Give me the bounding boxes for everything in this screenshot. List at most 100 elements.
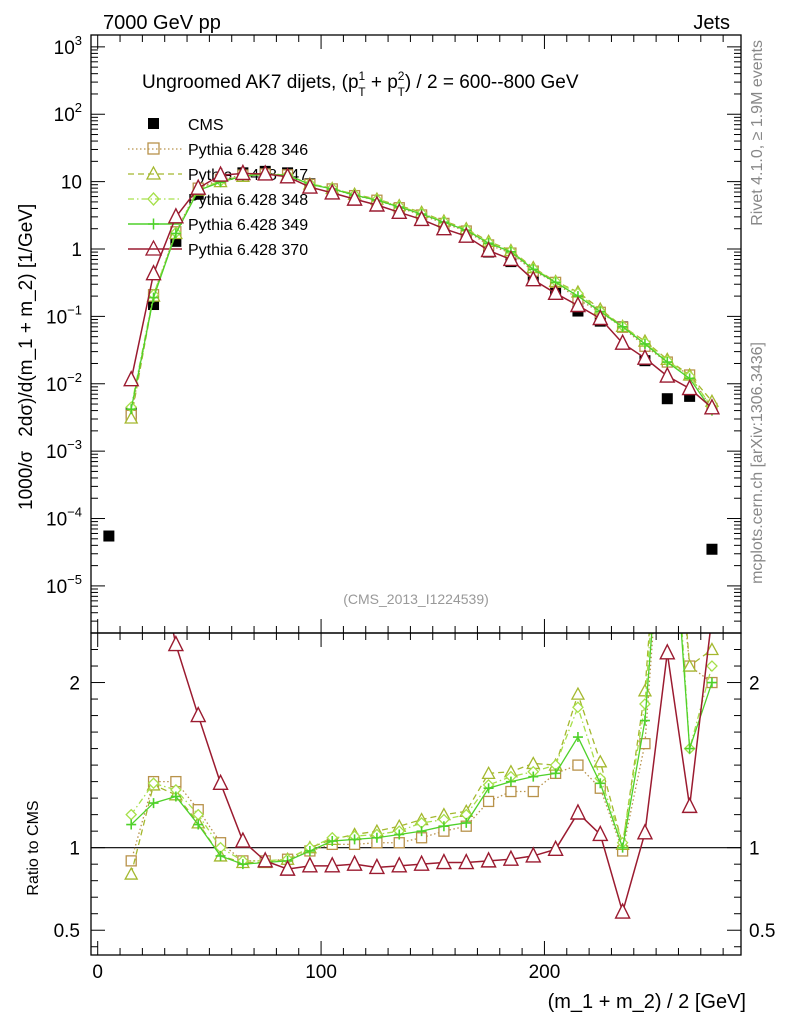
ratio-ylabel: Ratio to CMS [25, 800, 42, 895]
main-point-p370 [547, 283, 564, 301]
ratio-axis-ticks: 0 100 200 0.5 0.5 1 1 2 2 [54, 633, 775, 983]
main-point-p370 [525, 270, 542, 287]
main-title: Ungroomed AK7 dijets, (p1 T + p2 T) / 2 = … [142, 69, 579, 99]
main-point-p370 [324, 183, 341, 200]
main-point-p370 [145, 264, 162, 281]
analysis-id: (CMS_2013_I1224539) [343, 591, 489, 607]
ratio-point-p349 [550, 768, 561, 779]
main-point-p370 [413, 209, 430, 227]
ratio-point-p370 [480, 851, 497, 868]
ratio-series [124, 633, 720, 919]
main-point-p370 [681, 378, 698, 396]
main-point-p349 [148, 292, 159, 303]
ratio-point-p349 [416, 826, 427, 837]
ratio-point-p348 [639, 698, 651, 710]
main-point-p349 [617, 321, 628, 332]
title-sub2: T [397, 85, 405, 99]
ratio-point-p370 [324, 856, 341, 873]
ratio-point-p370 [569, 803, 587, 820]
main-point-p370 [435, 219, 453, 236]
ratio-point-p349 [595, 778, 606, 789]
ratio-point-p346 [527, 785, 539, 798]
ratio-point-p370 [257, 851, 274, 868]
main-ytick-base: 10 [54, 38, 75, 59]
main-ytick-base: 10 [46, 510, 67, 531]
main-ylabel-main: 2dσ)/d(m_1 + m_2) [1/GeV] [16, 204, 37, 437]
ratio-point-p370 [301, 856, 319, 873]
legend-marker-347 [145, 165, 162, 180]
ratio-point-p370 [234, 831, 252, 848]
main-ytick-label: 10−1 [46, 302, 82, 328]
main-point-p370 [234, 163, 252, 181]
main-point-p370 [391, 202, 408, 220]
legend-marker-348 [147, 192, 160, 206]
ratio-point-p349 [639, 715, 650, 726]
ratio-line-p348 [130, 633, 713, 862]
legend-label-cms: CMS [188, 117, 224, 134]
ratio-frame [90, 632, 742, 956]
main-series [103, 163, 721, 555]
ratio-point-p370 [435, 852, 453, 870]
main-point-p370 [190, 178, 207, 195]
ratio-point-p370 [368, 857, 386, 875]
ratio-point-p349 [461, 817, 472, 828]
main-point-p349 [126, 404, 137, 415]
main-point-p349 [662, 357, 673, 368]
ratio-point-p370 [391, 856, 408, 873]
title-part-b: + p [366, 72, 398, 93]
cms-data-point [684, 390, 696, 402]
main-point-p370 [569, 295, 587, 313]
ratio-point-p349 [617, 842, 628, 853]
main-point-p370 [279, 167, 296, 184]
main-point-p370 [636, 348, 654, 365]
ratio-point-p349 [371, 832, 382, 843]
ratio-point-p349 [237, 859, 248, 870]
legend-label-370: Pythia 6.428 370 [188, 242, 308, 259]
main-ytick-label: 10−5 [46, 572, 82, 598]
legend-label-349: Pythia 6.428 349 [188, 217, 308, 234]
main-ytick-base: 10 [46, 307, 67, 328]
ratio-point-p346 [125, 855, 137, 867]
header-right: Jets [693, 12, 730, 34]
ratio-point-p347 [682, 658, 697, 672]
ratio-point-p347 [704, 642, 720, 656]
legend-marker-370 [144, 239, 163, 256]
ratio-point-p346 [482, 795, 495, 808]
main-ytick-exp: −4 [67, 505, 82, 520]
ratio-point-p348 [706, 660, 718, 672]
title-part-c: ) / 2 = 600--800 GeV [405, 72, 579, 93]
cms-data-point [661, 393, 673, 405]
main-point-p347 [124, 410, 139, 424]
main-ytick-exp: −1 [67, 302, 82, 317]
ratio-point-p370 [547, 839, 564, 857]
legend-label-348: Pythia 6.428 348 [188, 192, 308, 209]
main-ytick-base: 10 [61, 173, 82, 194]
ratio-point-p370 [413, 854, 430, 871]
ratio-point-p347 [481, 766, 496, 780]
main-point-p370 [123, 370, 140, 387]
ratio-point-p370 [167, 634, 185, 652]
legend-label-346: Pythia 6.428 346 [188, 142, 308, 159]
mcplots-label: mcplots.cern.ch [arXiv:1306.3436] [749, 342, 766, 584]
ratio-ytick-label-left: 1 [69, 839, 80, 860]
ratio-point-p370 [458, 852, 475, 870]
ratio-point-p346 [505, 785, 517, 798]
ratio-point-p349 [327, 836, 338, 847]
main-ytick-base: 10 [54, 105, 75, 126]
main-ytick-label: 1 [71, 240, 82, 261]
ratio-point-p347 [593, 754, 608, 768]
main-point-p370 [502, 249, 520, 267]
ratio-point-p348 [572, 701, 584, 714]
cms-data-point [706, 543, 718, 555]
main-ytick-exp: −3 [67, 437, 82, 452]
ratio-point-p349 [572, 732, 583, 743]
ratio-ytick-label-left: 0.5 [54, 921, 80, 942]
ratio-point-p349 [349, 834, 360, 845]
main-point-p370 [614, 333, 631, 350]
main-point-p370 [480, 240, 497, 258]
main-point-p370 [368, 195, 386, 212]
main-point-p349 [170, 228, 181, 239]
ratio-point-p370 [525, 846, 542, 863]
